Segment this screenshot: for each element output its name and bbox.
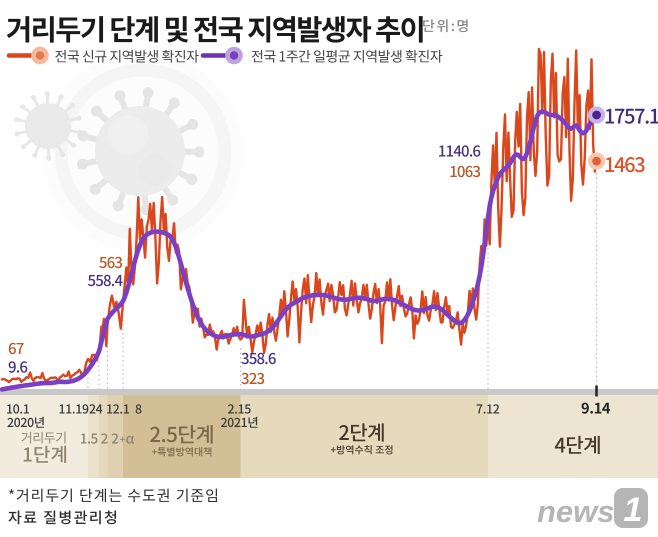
svg-text:news: news xyxy=(537,494,615,529)
svg-text:1: 1 xyxy=(624,491,643,529)
